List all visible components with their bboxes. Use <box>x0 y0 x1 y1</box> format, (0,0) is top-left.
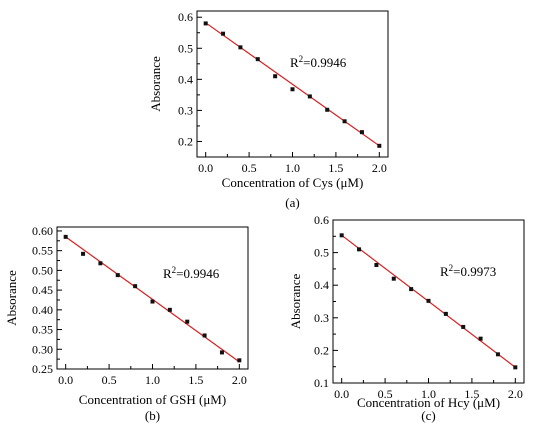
y-tick-label: 0.30 <box>32 342 53 356</box>
y-tick-label: 0.4 <box>178 72 193 86</box>
data-point <box>495 352 500 357</box>
y-tick-label: 0.40 <box>32 303 53 317</box>
y-tick-label: 0.6 <box>314 213 329 227</box>
r-squared-exponent: 2 <box>299 54 304 64</box>
y-axis-label: Absorance <box>148 56 163 112</box>
r-squared-symbol: R <box>290 55 299 70</box>
r-squared-exponent: 2 <box>172 265 177 275</box>
y-tick-label: 0.2 <box>314 343 329 357</box>
x-tick-label: 2.0 <box>508 387 523 401</box>
r-squared-annotation: R2=0.9946 <box>290 54 347 70</box>
data-point <box>81 251 86 256</box>
y-tick-label: 0.25 <box>32 362 53 376</box>
x-tick-label: 2.0 <box>372 161 387 175</box>
x-tick-label: 1.5 <box>464 387 479 401</box>
y-tick-label: 0.2 <box>178 134 193 148</box>
data-point <box>357 247 362 252</box>
y-tick-label: 0.5 <box>178 41 193 55</box>
data-point <box>115 273 120 278</box>
data-point <box>377 143 382 148</box>
data-point <box>339 233 344 238</box>
y-tick-label: 0.55 <box>32 244 53 258</box>
data-point <box>342 119 347 124</box>
data-point <box>374 262 379 267</box>
data-point <box>273 74 278 79</box>
panel-caption: (c) <box>421 408 435 423</box>
data-point <box>409 287 414 292</box>
y-axis-label: Absorance <box>288 273 303 329</box>
data-point <box>359 130 364 135</box>
r-squared-value: =0.9946 <box>303 55 347 70</box>
data-point <box>290 87 295 92</box>
x-axis-label: Concentration of GSH (μM) <box>79 392 226 407</box>
x-tick-label: 1.5 <box>328 161 343 175</box>
panel-a-cys: 0.0 0.5 1.0 1.5 2.0 0.2 0.3 0.4 0.5 0.6 R2=0.9946 C… <box>148 10 389 210</box>
y-tick-label: 0.3 <box>314 311 329 325</box>
x-tick-label: 0.0 <box>58 373 73 387</box>
data-point <box>98 261 103 266</box>
data-point <box>63 234 68 239</box>
data-point <box>133 284 138 289</box>
y-tick-label: 0.45 <box>32 283 53 297</box>
y-tick-label: 0.5 <box>314 246 329 260</box>
r-squared-value: =0.9973 <box>453 264 496 279</box>
y-axis-label: Absorance <box>4 270 19 326</box>
data-point <box>391 276 396 281</box>
panel-b-gsh: 0.0 0.5 1.0 1.5 2.0 0.25 0.30 0.35 0.40 0.45 0.50 0… <box>4 224 249 423</box>
data-point <box>237 358 242 363</box>
data-point <box>185 319 190 324</box>
x-tick-label: 0.0 <box>198 161 213 175</box>
fit-line <box>65 236 240 363</box>
x-tick-label: 2.0 <box>232 373 247 387</box>
data-point <box>150 299 155 304</box>
x-tick-label: 0.0 <box>334 387 349 401</box>
panel-caption: (a) <box>285 195 299 210</box>
data-point <box>203 21 208 26</box>
x-tick-label: 1.5 <box>188 373 203 387</box>
y-tick-label: 0.4 <box>314 278 329 292</box>
r-squared-symbol: R <box>440 264 449 279</box>
data-point <box>219 350 224 355</box>
panel-c-hcy: 0.0 0.5 1.0 1.5 2.0 0.1 0.2 0.3 0.4 0.5 0.6 R2=0.99… <box>288 213 525 423</box>
x-axis-label: Concentration of Cys (μM) <box>222 175 364 190</box>
data-point <box>513 365 518 370</box>
y-tick-label: 0.60 <box>32 224 53 238</box>
data-point <box>443 311 448 316</box>
x-tick-label: 0.5 <box>102 373 117 387</box>
data-point <box>325 107 330 112</box>
data-point <box>221 31 226 36</box>
panel-caption: (b) <box>145 408 160 423</box>
r-squared-annotation: R2=0.9946 <box>163 265 220 281</box>
r-squared-value: =0.9946 <box>176 266 220 281</box>
data-point <box>255 57 260 62</box>
r-squared-annotation: R2=0.9973 <box>440 263 496 279</box>
fit-line <box>205 22 380 147</box>
y-tick-label: 0.35 <box>32 323 53 337</box>
x-tick-label: 1.0 <box>145 373 160 387</box>
y-tick-label: 0.50 <box>32 263 53 277</box>
data-point <box>167 307 172 312</box>
x-tick-label: 0.5 <box>378 387 393 401</box>
data-point <box>426 298 431 303</box>
x-tick-label: 0.5 <box>242 161 257 175</box>
x-axis-label: Concentration of Hcy (μM) <box>357 395 500 410</box>
data-point <box>461 324 466 329</box>
x-tick-label: 1.0 <box>421 387 436 401</box>
y-tick-label: 0.1 <box>314 376 329 390</box>
data-point <box>202 333 207 338</box>
data-point <box>478 336 483 341</box>
y-tick-label: 0.6 <box>178 10 193 24</box>
y-tick-label: 0.3 <box>178 103 193 117</box>
data-point <box>238 45 243 50</box>
x-tick-label: 1.0 <box>285 161 300 175</box>
r-squared-exponent: 2 <box>449 263 454 273</box>
r-squared-symbol: R <box>163 266 172 281</box>
data-point <box>307 94 312 99</box>
